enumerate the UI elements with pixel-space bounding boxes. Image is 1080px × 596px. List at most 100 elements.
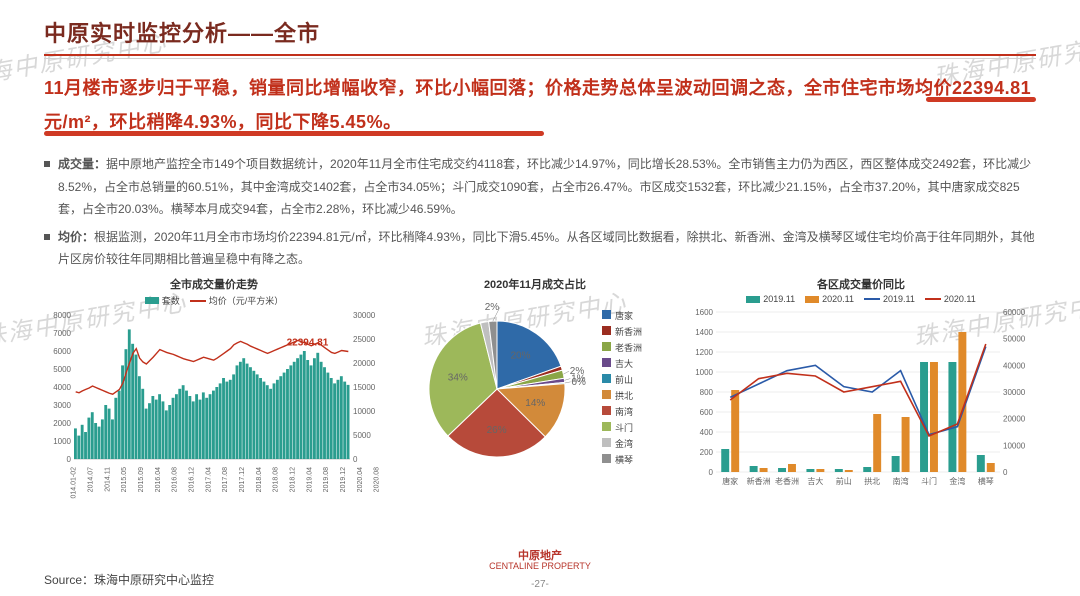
svg-text:25000: 25000 (353, 335, 376, 344)
headline-text: 11月楼市逐步归于平稳，销量同比增幅收窄，环比小幅回落；价格走势总体呈波动回调之… (44, 78, 1031, 132)
page-number: -27- (531, 579, 549, 590)
chart-svg: 0 1000 2000 3000 4000 5000 6000 7000 8000 0 5000 10… (44, 309, 384, 499)
page-title: 中原实时监控分析——全市 (44, 16, 1036, 48)
svg-text:14%: 14% (525, 398, 545, 409)
bullet-text: 据中原地产监控全市149个项目数据统计，2020年11月全市住宅成交约4118套… (58, 157, 1031, 215)
svg-text:横琴: 横琴 (978, 476, 994, 486)
brand-en: CENTALINE PROPERTY (489, 562, 591, 572)
svg-text:拱北: 拱北 (864, 476, 880, 486)
svg-text:2015.05: 2015.05 (121, 467, 128, 492)
svg-text:1000: 1000 (695, 368, 713, 377)
chart-legend: 2019.112020.112019.112020.11 (686, 294, 1036, 304)
legend-label: 均价（元/平方米） (209, 294, 284, 307)
svg-text:34%: 34% (448, 373, 468, 384)
svg-text:22394.81: 22394.81 (287, 338, 329, 349)
svg-text:800: 800 (700, 388, 714, 397)
svg-text:26%: 26% (487, 425, 507, 436)
svg-text:2019.04: 2019.04 (306, 467, 313, 492)
underline-mark (44, 131, 544, 136)
svg-text:2018.12: 2018.12 (289, 467, 296, 492)
svg-text:金湾: 金湾 (949, 476, 965, 486)
svg-text:200: 200 (700, 448, 714, 457)
svg-text:20000: 20000 (353, 359, 376, 368)
brand-logo: 中原地产 CENTALINE PROPERTY (489, 550, 591, 572)
chart-district: 各区成交量价同比 2019.112020.112019.112020.11 0 2… (686, 276, 1036, 501)
chart-title: 2020年11月成交占比 (392, 276, 678, 292)
svg-text:2018.08: 2018.08 (273, 467, 280, 492)
svg-text:600: 600 (700, 408, 714, 417)
svg-text:2019.12: 2019.12 (340, 467, 347, 492)
chart-pie: 2020年11月成交占比 20%2%1%0%14%26%34%2% 唐家新香洲老… (392, 276, 678, 484)
svg-text:2014.07: 2014.07 (88, 467, 95, 492)
bullet-text: 根据监测，2020年11月全市市场均价22394.81元/㎡，环比稍降4.93%… (58, 230, 1035, 266)
svg-text:唐家: 唐家 (722, 476, 738, 486)
svg-text:15000: 15000 (353, 383, 376, 392)
svg-text:400: 400 (700, 428, 714, 437)
svg-text:20%: 20% (511, 351, 531, 362)
svg-text:8000: 8000 (53, 311, 71, 320)
svg-text:1200: 1200 (695, 348, 713, 357)
svg-text:2016.04: 2016.04 (155, 467, 162, 492)
svg-text:0: 0 (709, 468, 714, 477)
svg-text:2017.04: 2017.04 (205, 467, 212, 492)
svg-text:2020.04: 2020.04 (357, 467, 364, 492)
svg-text:10000: 10000 (1003, 442, 1026, 451)
svg-text:7000: 7000 (53, 329, 71, 338)
svg-text:50000: 50000 (1003, 335, 1026, 344)
svg-text:60000: 60000 (1003, 308, 1026, 317)
legend-label: 套数 (162, 294, 180, 307)
bullet-square-icon (44, 234, 50, 240)
svg-text:2000: 2000 (53, 419, 71, 428)
svg-text:2016.12: 2016.12 (188, 467, 195, 492)
svg-text:2014.01-02: 2014.01-02 (71, 467, 78, 499)
svg-text:40000: 40000 (1003, 362, 1026, 371)
bullet-volume: 成交量：据中原地产监控全市149个项目数据统计，2020年11月全市住宅成交约4… (44, 153, 1036, 220)
svg-text:6000: 6000 (53, 347, 71, 356)
svg-text:吉大: 吉大 (807, 476, 823, 486)
svg-text:0: 0 (67, 455, 72, 464)
bullet-label: 成交量： (58, 157, 106, 171)
svg-text:2017.08: 2017.08 (222, 467, 229, 492)
svg-text:1400: 1400 (695, 328, 713, 337)
bullet-square-icon (44, 161, 50, 167)
svg-text:1600: 1600 (695, 308, 713, 317)
title-divider (44, 54, 1036, 59)
svg-text:2015.09: 2015.09 (138, 467, 145, 492)
chart-legend: 套数 均价（元/平方米） (44, 294, 384, 307)
svg-text:2018.04: 2018.04 (256, 467, 263, 492)
chart-trend: 全市成交量价走势 套数 均价（元/平方米） 0 1000 2000 3000 4000 5… (44, 276, 384, 504)
bullet-price: 均价：根据监测，2020年11月全市市场均价22394.81元/㎡，环比稍降4.… (44, 226, 1036, 270)
svg-text:新香洲: 新香洲 (747, 476, 771, 486)
svg-text:斗门: 斗门 (921, 476, 937, 486)
svg-text:4000: 4000 (53, 383, 71, 392)
chart-svg: 0 200 400 600 800 1000 1200 1400 1600 0 10000 20000… (686, 306, 1036, 496)
chart-svg: 20%2%1%0%14%26%34%2% (392, 294, 602, 484)
svg-text:南湾: 南湾 (893, 476, 909, 486)
svg-text:2019.08: 2019.08 (323, 467, 330, 492)
svg-text:1000: 1000 (53, 437, 71, 446)
svg-text:3000: 3000 (53, 401, 71, 410)
svg-text:20000: 20000 (1003, 415, 1026, 424)
bullet-label: 均价： (58, 230, 94, 244)
underline-mark (926, 97, 1036, 102)
svg-text:老香洲: 老香洲 (775, 476, 799, 486)
svg-text:0%: 0% (571, 377, 586, 388)
svg-text:2014.11: 2014.11 (104, 467, 111, 492)
chart-title: 各区成交量价同比 (686, 276, 1036, 292)
svg-text:30000: 30000 (1003, 388, 1026, 397)
svg-text:10000: 10000 (353, 407, 376, 416)
svg-text:5000: 5000 (353, 431, 371, 440)
svg-text:30000: 30000 (353, 311, 376, 320)
chart-title: 全市成交量价走势 (44, 276, 384, 292)
svg-text:前山: 前山 (836, 476, 852, 486)
source-text: Source：珠海中原研究中心监控 (44, 571, 214, 588)
svg-text:2%: 2% (485, 302, 500, 313)
headline: 11月楼市逐步归于平稳，销量同比增幅收窄，环比小幅回落；价格走势总体呈波动回调之… (44, 71, 1036, 139)
svg-text:2020.08: 2020.08 (374, 467, 381, 492)
svg-text:0: 0 (353, 455, 358, 464)
pie-legend: 唐家新香洲老香洲吉大前山拱北南湾斗门金湾横琴 (602, 309, 642, 469)
svg-text:0: 0 (1003, 468, 1008, 477)
svg-text:2016.08: 2016.08 (172, 467, 179, 492)
svg-text:2017.12: 2017.12 (239, 467, 246, 492)
svg-text:5000: 5000 (53, 365, 71, 374)
